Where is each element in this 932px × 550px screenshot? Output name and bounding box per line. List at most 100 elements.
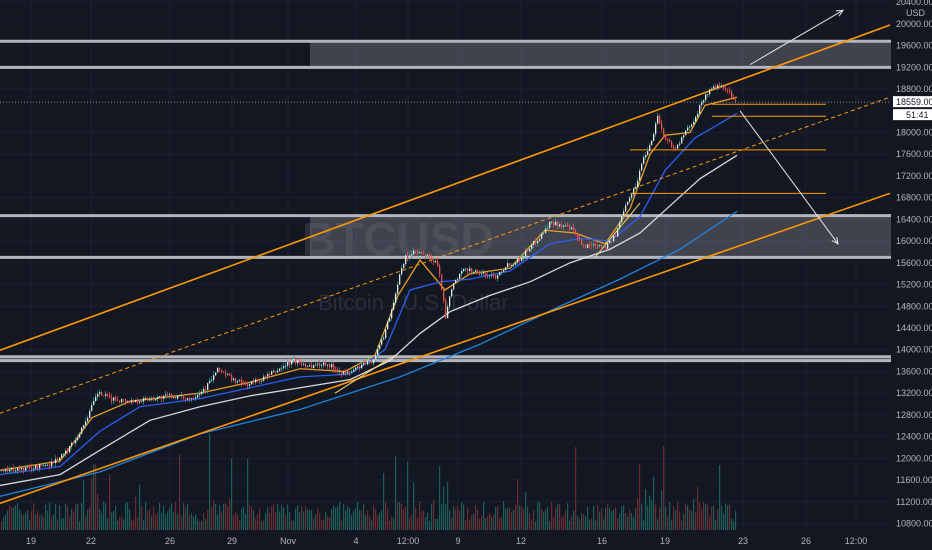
candle-body [247, 384, 249, 386]
candle-body [393, 302, 395, 310]
candle-body [189, 398, 191, 400]
volume-bar [229, 498, 231, 530]
candle-body [411, 254, 413, 256]
volume-bar [13, 507, 15, 530]
price-tick-label: 19200.00 [896, 62, 932, 72]
volume-bar [567, 503, 569, 530]
candle-body [193, 398, 195, 399]
volume-bar [97, 493, 99, 530]
volume-bar [373, 504, 375, 530]
time-tick-label: 19 [660, 536, 670, 546]
candle-body [35, 465, 37, 469]
candle-body [703, 100, 705, 103]
volume-bar [575, 447, 577, 530]
candle-body [255, 379, 257, 383]
candle-body [705, 94, 707, 101]
volume-bar [625, 513, 627, 530]
moving-averages[interactable] [0, 96, 738, 497]
candle-body [505, 267, 507, 270]
candle-body [683, 135, 685, 138]
volume-bar [183, 503, 185, 530]
volume-bar [43, 516, 45, 530]
candle-body [81, 427, 83, 434]
volume-bar [169, 508, 171, 530]
projection-arrow [749, 9, 844, 66]
candle-body [523, 256, 525, 258]
candle-body [603, 246, 605, 248]
volume-bar [735, 510, 737, 530]
candle-body [599, 245, 601, 247]
volume-bar [215, 503, 217, 530]
candle-body [111, 397, 113, 401]
candle-body [317, 363, 319, 365]
candle-body [373, 359, 375, 364]
volume-bar [619, 514, 621, 530]
volume-bar [593, 505, 595, 530]
candle-body [347, 371, 349, 374]
volume-bar [317, 508, 319, 530]
volume-bar [225, 503, 227, 530]
volume-bar [503, 500, 505, 530]
volume-bar [133, 519, 135, 530]
candle-body [551, 221, 553, 223]
volume-bar [15, 505, 17, 530]
volume-bar [101, 512, 103, 530]
candle-body [345, 371, 347, 374]
candle-body [473, 272, 475, 273]
candle-body [671, 141, 673, 148]
candle-body [425, 254, 427, 256]
candle-body [643, 157, 645, 164]
candle-body [115, 397, 117, 400]
volume-bar [461, 502, 463, 530]
volume-bar [529, 513, 531, 530]
candle-body [497, 275, 499, 279]
candle-body [627, 201, 629, 206]
volume-bar [209, 433, 211, 530]
candle-body [583, 244, 585, 246]
candle-body [457, 278, 459, 280]
candle-body [525, 250, 527, 257]
volume-bar [177, 514, 179, 530]
volume-bar [449, 509, 451, 530]
volume-bar [543, 511, 545, 530]
moving-average-line [0, 154, 738, 487]
candle-body [531, 244, 533, 249]
volume-bar [579, 518, 581, 530]
volume-bar [65, 503, 67, 530]
candle-body [639, 170, 641, 181]
candle-body [725, 88, 727, 90]
candle-body [225, 372, 227, 375]
volume-bar [447, 481, 449, 530]
volume-bar [37, 511, 39, 530]
candle-body [5, 469, 7, 472]
volume-bar [715, 519, 717, 530]
price-tick-label: 17200.00 [896, 171, 932, 181]
projection-arrow [739, 110, 839, 245]
volume-bar [303, 511, 305, 530]
level-lines[interactable] [630, 103, 826, 194]
volume-bar [419, 501, 421, 530]
candle-body [307, 366, 309, 368]
candle-body [327, 364, 329, 366]
volume-bar [539, 502, 541, 530]
candles[interactable] [1, 82, 737, 475]
volume-bar [371, 520, 373, 530]
candle-body [213, 375, 215, 380]
candle-body [237, 381, 239, 383]
projection-arrows[interactable] [739, 9, 844, 245]
volume-bar [119, 517, 121, 530]
volume-bar [387, 508, 389, 530]
price-axis[interactable]: USD 10800.00 11200.00 11600.00 12000.00 1240… [891, 0, 932, 550]
volume-bar [93, 464, 95, 530]
volume-bar [231, 458, 233, 530]
candle-body [395, 293, 397, 303]
volume-bar [421, 511, 423, 530]
volume-bar [57, 519, 59, 530]
volume-bar [403, 508, 405, 530]
candle-body [669, 139, 671, 142]
volume-bar [587, 506, 589, 530]
time-axis[interactable]: 19 22 26 29 Nov 4 12:00 9 12 16 19 23 26 12:00 [0, 530, 932, 550]
time-tick-labels: 19 22 26 29 Nov 4 12:00 9 12 16 19 23 26 12:00 [26, 536, 867, 546]
